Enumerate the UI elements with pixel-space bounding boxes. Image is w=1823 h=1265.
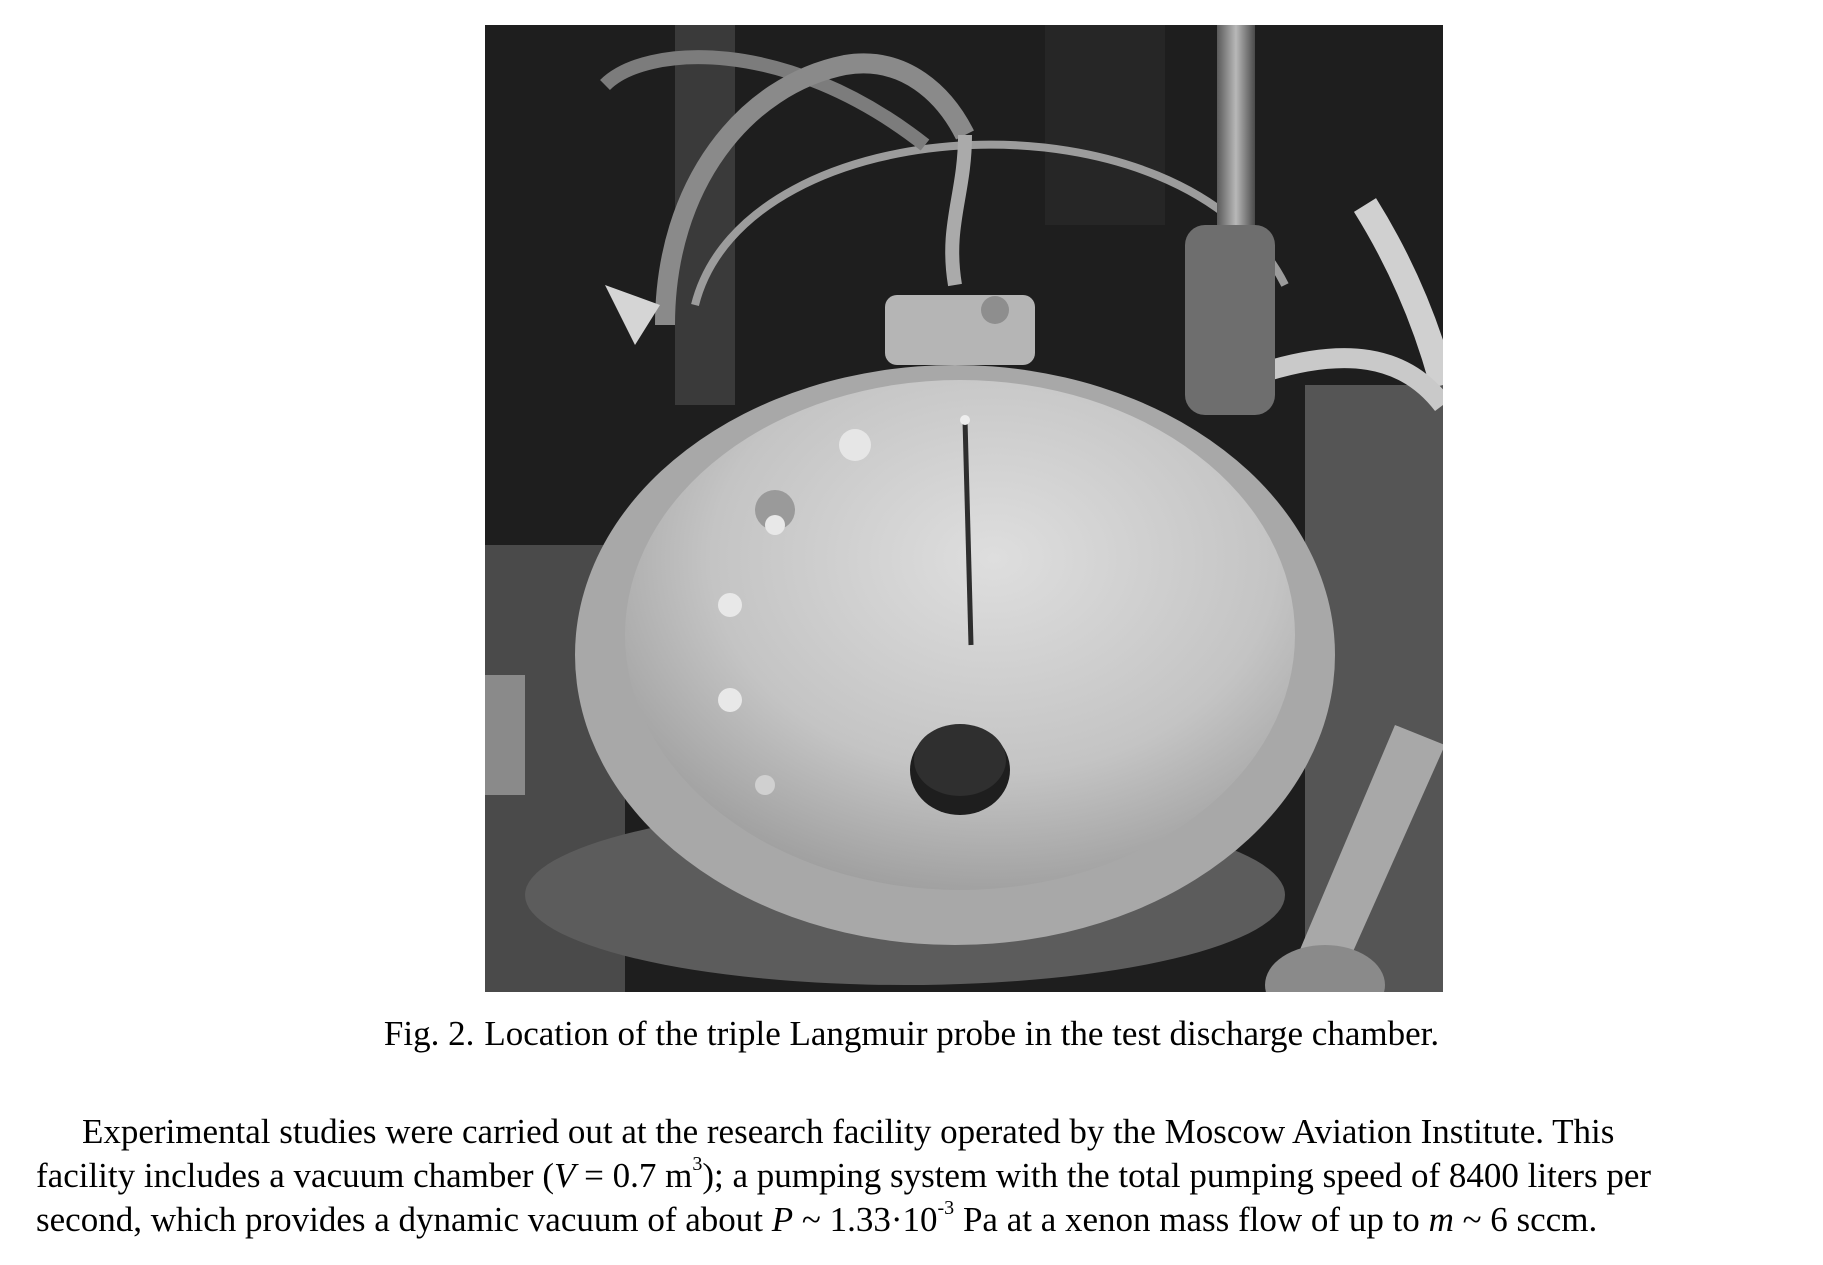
figure-photo xyxy=(485,25,1443,992)
paragraph-line-1: Experimental studies were carried out at… xyxy=(36,1110,1806,1154)
paragraph-text: = 0.7 m xyxy=(575,1156,693,1195)
paragraph-line-2: facility includes a vacuum chamber (V = … xyxy=(36,1154,1806,1198)
paragraph-text: ~ 6 sccm. xyxy=(1453,1200,1598,1239)
paragraph-text: Experimental studies were carried out at… xyxy=(82,1112,1615,1151)
figure-caption-text: Location of the triple Langmuir probe in… xyxy=(484,1014,1440,1053)
paragraph-text: Pa at a xenon mass flow of up to xyxy=(954,1200,1429,1239)
paragraph-text: facility includes a vacuum chamber ( xyxy=(36,1156,554,1195)
figure-label: Fig. 2. xyxy=(383,1014,475,1053)
variable-v: V xyxy=(553,1156,576,1195)
langmuir-probe-chamber-photo xyxy=(485,25,1443,992)
superscript-exponent: 3 xyxy=(692,1153,703,1176)
figure-caption: Fig. 2. Location of the triple Langmuir p… xyxy=(0,1008,1823,1060)
paragraph-line-3: second, which provides a dynamic vacuum … xyxy=(36,1198,1806,1242)
body-paragraph: Experimental studies were carried out at… xyxy=(36,1110,1806,1242)
variable-p: P xyxy=(771,1200,794,1239)
superscript-exponent: -3 xyxy=(937,1197,955,1220)
paragraph-text: ~ 1.33·10 xyxy=(793,1200,938,1239)
paragraph-text: second, which provides a dynamic vacuum … xyxy=(36,1200,772,1239)
variable-m: m xyxy=(1428,1200,1454,1239)
paragraph-text: ); a pumping system with the total pumpi… xyxy=(702,1156,1652,1195)
